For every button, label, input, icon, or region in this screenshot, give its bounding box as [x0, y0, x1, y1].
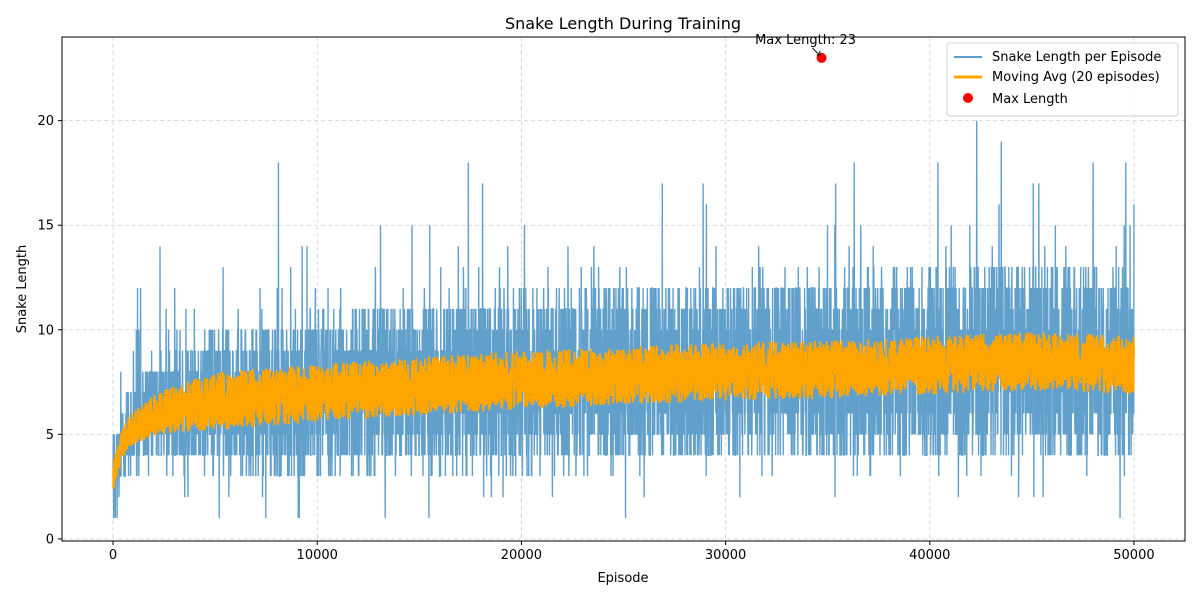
max-annotation-text: Max Length: 23	[755, 33, 856, 48]
legend-marker-max	[963, 93, 973, 103]
x-tick-label: 20000	[501, 548, 542, 563]
x-tick-label: 0	[109, 548, 117, 563]
max-annotation-arrow	[812, 47, 822, 56]
y-tick-label: 5	[46, 428, 54, 443]
y-tick-label: 0	[46, 532, 54, 547]
max-annotation: Max Length: 23	[755, 33, 856, 56]
y-tick-label: 20	[37, 114, 54, 129]
x-axis-label: Episode	[597, 571, 648, 586]
legend-label-raw: Snake Length per Episode	[992, 50, 1161, 65]
x-axis-ticks: 0 10000 20000 30000 40000 50000	[109, 541, 1155, 563]
legend-box	[946, 42, 1179, 117]
chart-title: Snake Length During Training	[505, 14, 741, 33]
y-tick-label: 10	[37, 323, 54, 338]
plot-frame	[61, 36, 1186, 542]
series-moving-average-line	[112, 332, 1135, 490]
x-tick-label: 10000	[297, 548, 338, 563]
x-tick-label: 50000	[1113, 548, 1154, 563]
plot-area	[112, 52, 1135, 519]
y-axis-ticks: 0 5 10 15 20	[37, 114, 62, 547]
legend: Snake Length per Episode Moving Avg (20 …	[946, 42, 1179, 117]
legend-label-max: Max Length	[992, 92, 1068, 107]
x-tick-label: 30000	[705, 548, 746, 563]
series-raw-line	[112, 120, 1135, 519]
x-tick-label: 40000	[909, 548, 950, 563]
y-axis-label: Snake Length	[15, 245, 30, 334]
y-tick-label: 15	[37, 219, 54, 234]
legend-label-avg: Moving Avg (20 episodes)	[992, 70, 1160, 85]
